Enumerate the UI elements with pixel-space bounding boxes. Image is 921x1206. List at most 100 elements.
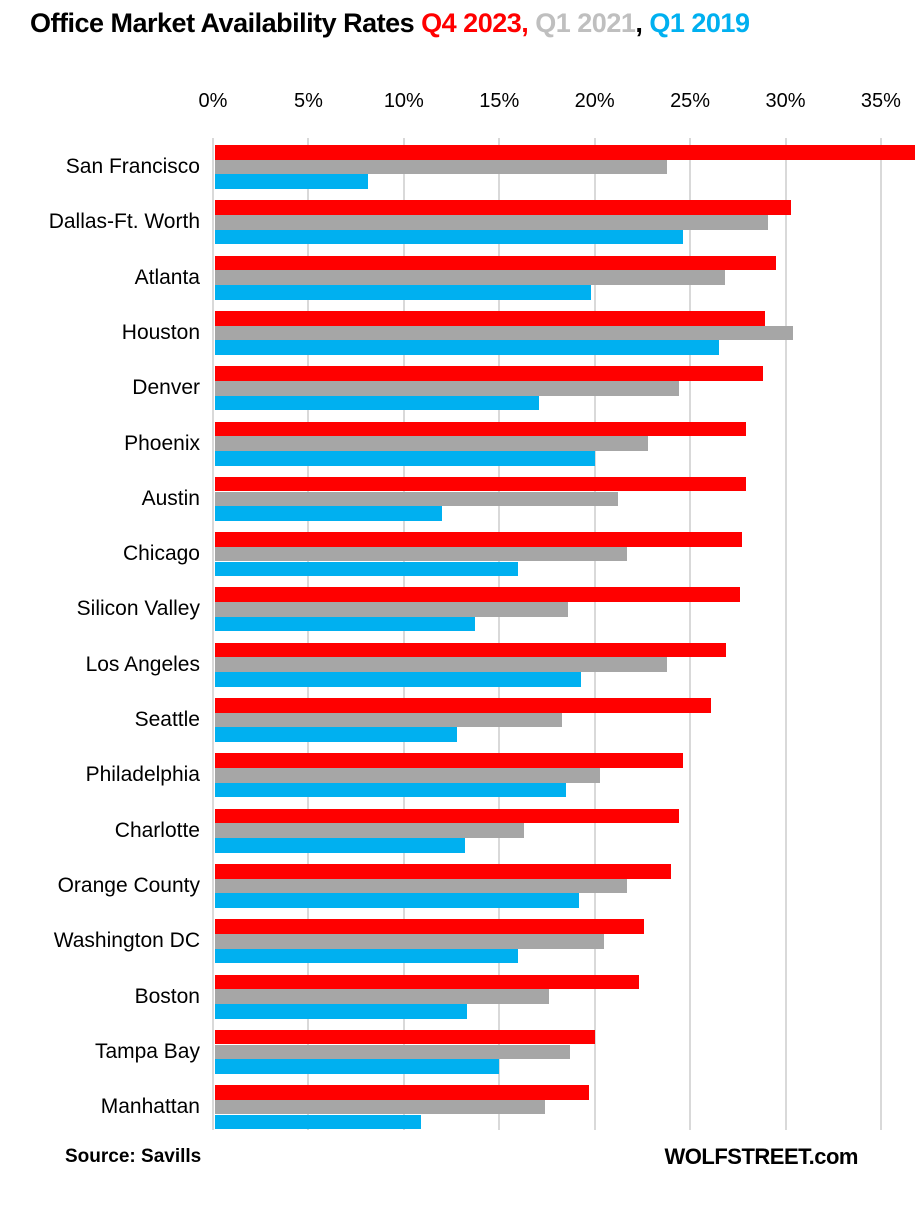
category-label: Manhattan xyxy=(100,1095,200,1119)
bar-q1-2021 xyxy=(215,270,725,285)
bar-q1-2021 xyxy=(215,1044,570,1060)
bar-q4-2023 xyxy=(215,808,679,824)
bar-q1-2019 xyxy=(215,616,475,632)
bar-q4-2023 xyxy=(215,974,639,990)
bar-q4-2023 xyxy=(215,698,712,713)
bar-q1-2019 xyxy=(215,727,458,743)
category-label: Atlanta xyxy=(134,265,200,289)
bar-q4-2023 xyxy=(215,145,916,160)
x-tick-label: 10% xyxy=(383,90,424,112)
bar-q4-2023 xyxy=(215,366,763,381)
chart-footer: Source: Savills WOLFSTREET.com xyxy=(0,1140,921,1174)
chart-title: Office Market Availability Rates Q4 2023… xyxy=(30,8,750,39)
gridline xyxy=(498,138,501,1130)
bar-q1-2021 xyxy=(215,491,618,507)
bar-q1-2021 xyxy=(215,215,769,230)
bar-q1-2019 xyxy=(215,561,519,577)
bar-q1-2019 xyxy=(215,395,540,411)
bar-q1-2021 xyxy=(215,602,569,617)
bar-q4-2023 xyxy=(215,200,792,215)
x-tick-label: 5% xyxy=(293,90,323,112)
bar-q4-2023 xyxy=(215,587,740,603)
bar-q4-2023 xyxy=(215,919,645,934)
x-axis-tick-labels: 0% 5% 10% 15% 20% 25% 30% 35% xyxy=(199,90,921,118)
gridline xyxy=(879,138,882,1130)
bar-q4-2023 xyxy=(215,255,777,271)
category-label: Charlotte xyxy=(114,818,200,842)
category-label: Washington DC xyxy=(53,929,200,953)
x-tick-label: 20% xyxy=(574,90,615,112)
gridline xyxy=(593,138,596,1130)
bar-q1-2021 xyxy=(215,380,679,396)
gridline xyxy=(689,138,692,1130)
bar-q4-2023 xyxy=(215,863,672,879)
category-labels: San Francisco Dallas-Ft. Worth Atlanta Hous… xyxy=(0,138,200,1130)
category-label: Orange County xyxy=(57,873,200,897)
bar-q4-2023 xyxy=(215,310,765,326)
x-tick-label: 35% xyxy=(860,90,901,112)
bar-q1-2021 xyxy=(215,989,549,1004)
x-tick-label: 0% xyxy=(198,90,228,112)
bar-q1-2019 xyxy=(215,893,580,908)
gridline xyxy=(784,138,787,1130)
bar-q1-2021 xyxy=(215,546,628,562)
legend-q4-2023: Q4 2023, xyxy=(421,8,529,38)
category-label: Philadelphia xyxy=(85,763,200,787)
x-tick-label: 30% xyxy=(765,90,806,112)
bar-q1-2021 xyxy=(215,159,668,175)
bar-q1-2021 xyxy=(215,878,628,894)
bar-q4-2023 xyxy=(215,532,742,547)
bar-q4-2023 xyxy=(215,642,727,658)
bar-q4-2023 xyxy=(215,1085,590,1100)
x-tick-label: 15% xyxy=(479,90,520,112)
category-label: Seattle xyxy=(134,708,200,731)
legend-separator: , xyxy=(635,8,650,38)
bar-q1-2019 xyxy=(215,229,683,245)
bar-q1-2021 xyxy=(215,823,525,838)
category-label: San Francisco xyxy=(65,155,200,178)
bar-q4-2023 xyxy=(215,1029,595,1045)
chart-title-text: Office Market Availability Rates xyxy=(30,8,422,38)
bar-q1-2021 xyxy=(215,1099,546,1115)
category-label: Boston xyxy=(134,984,200,1008)
bar-q1-2021 xyxy=(215,325,794,341)
bar-q1-2019 xyxy=(215,285,591,300)
bar-q1-2021 xyxy=(215,657,668,673)
category-label: Tampa Bay xyxy=(94,1039,200,1063)
bar-q1-2021 xyxy=(215,768,601,783)
bar-q1-2019 xyxy=(215,174,368,190)
bar-q1-2019 xyxy=(215,1059,500,1074)
category-label: Dallas-Ft. Worth xyxy=(48,210,200,234)
bar-q4-2023 xyxy=(215,753,683,768)
bar-q1-2021 xyxy=(215,712,563,728)
category-label: Houston xyxy=(121,320,200,344)
bar-q4-2023 xyxy=(215,421,746,437)
bar-q1-2019 xyxy=(215,340,719,355)
bar-q1-2019 xyxy=(215,948,519,964)
bar-q1-2021 xyxy=(215,436,649,451)
bar-q1-2019 xyxy=(215,506,443,521)
bar-q1-2019 xyxy=(215,450,595,466)
category-label: Austin xyxy=(141,486,200,510)
gridline xyxy=(307,138,310,1130)
bar-q1-2019 xyxy=(215,1003,467,1019)
x-tick-label: 25% xyxy=(670,90,711,112)
bar-q1-2019 xyxy=(215,672,582,687)
category-label: Los Angeles xyxy=(85,652,200,676)
wolfstreet-logo: WOLFSTREET.com xyxy=(664,1144,859,1169)
gridline xyxy=(402,138,405,1130)
bar-q1-2021 xyxy=(215,933,605,949)
bar-q4-2023 xyxy=(215,476,746,492)
bar-q1-2019 xyxy=(215,782,567,798)
legend-q1-2019: Q1 2019 xyxy=(649,8,750,38)
bar-q1-2019 xyxy=(215,1114,422,1130)
plot-area xyxy=(212,138,921,1130)
category-label: Denver xyxy=(132,376,200,400)
source-label: Source: Savills xyxy=(65,1146,202,1167)
legend-q1-2021: Q1 2021 xyxy=(535,8,636,38)
bar-q1-2019 xyxy=(215,838,465,853)
gridline xyxy=(212,138,214,1130)
category-label: Silicon Valley xyxy=(76,597,200,621)
category-label: Phoenix xyxy=(124,431,200,455)
